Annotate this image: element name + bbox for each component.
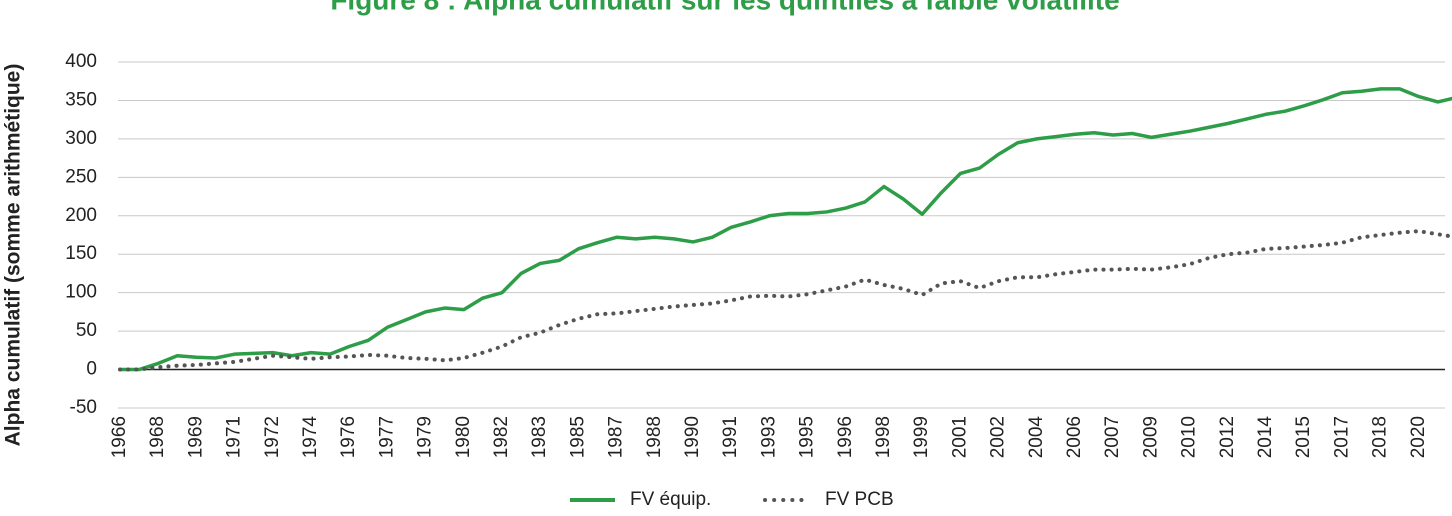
x-tick-label: 2018: [1370, 416, 1391, 458]
y-tick-label: 100: [65, 282, 97, 303]
x-tick-label: 2014: [1255, 416, 1276, 459]
x-tick-label: 1972: [262, 416, 283, 458]
y-tick-label: 0: [86, 359, 97, 380]
x-tick-label: 2004: [1026, 416, 1047, 459]
y-tick-label: 250: [65, 166, 97, 187]
x-tick-label: 1971: [224, 416, 245, 458]
legend-label: FV PCB: [825, 489, 894, 510]
x-tick-label: 1982: [491, 416, 512, 458]
x-tick-label: 2020: [1408, 416, 1429, 458]
series-line: [120, 87, 1452, 372]
x-tick-label: 1985: [567, 416, 588, 458]
x-tick-label: 1974: [300, 416, 321, 459]
x-tick-label: 2001: [949, 416, 970, 458]
y-tick-label: 50: [76, 320, 97, 341]
x-tick-label: 1987: [606, 416, 627, 458]
x-tick-label: 2007: [1102, 416, 1123, 458]
y-tick-label: 400: [65, 51, 97, 72]
chart-title: Figure 8 : Alpha cumulatif sur les quint…: [330, 0, 1119, 15]
x-tick-label: 2015: [1293, 416, 1314, 458]
x-tick-label: 1988: [644, 416, 665, 458]
x-tick-label: 2002: [988, 416, 1009, 458]
x-tick-label: 1999: [911, 416, 932, 458]
series-line: [118, 229, 1452, 372]
x-tick-label: 1998: [873, 416, 894, 458]
x-tick-label: 1979: [415, 416, 436, 458]
x-tick-label: 1996: [835, 416, 856, 458]
x-tick-label: 1966: [109, 416, 130, 458]
x-tick-label: 1977: [376, 416, 397, 458]
y-tick-label: 150: [65, 243, 97, 264]
x-tick-label: 2010: [1179, 416, 1200, 458]
x-tick-label: 2009: [1140, 416, 1161, 458]
y-tick-label: -50: [70, 397, 97, 418]
x-tick-label: 1968: [147, 416, 168, 458]
x-tick-label: 1983: [529, 416, 550, 458]
y-tick-label: 200: [65, 205, 97, 226]
legend-label: FV équip.: [630, 489, 711, 510]
y-tick-label: 300: [65, 128, 97, 149]
x-tick-label: 1993: [758, 416, 779, 458]
x-tick-label: 1991: [720, 416, 741, 458]
y-tick-label: 350: [65, 89, 97, 110]
x-tick-label: 1976: [338, 416, 359, 458]
x-tick-label: 2012: [1217, 416, 1238, 458]
y-axis-label: Alpha cumulatif (somme arithmétique): [2, 64, 25, 447]
x-tick-label: 2006: [1064, 416, 1085, 458]
x-tick-label: 1980: [453, 416, 474, 458]
x-tick-label: 1990: [682, 416, 703, 458]
x-tick-label: 1995: [797, 416, 818, 458]
x-tick-label: 1969: [185, 416, 206, 458]
x-tick-label: 2017: [1331, 416, 1352, 458]
